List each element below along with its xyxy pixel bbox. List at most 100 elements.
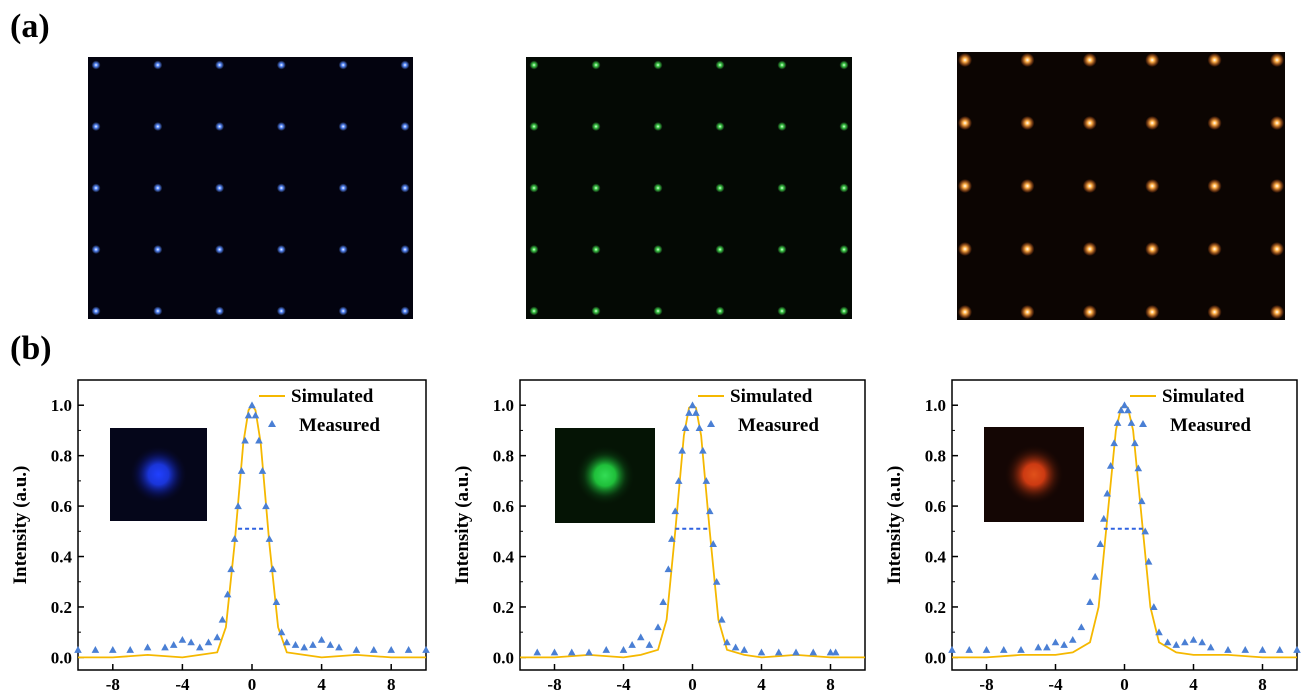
y-tick-label: 0.4 <box>925 548 947 567</box>
measured-point <box>1086 598 1094 605</box>
measured-point <box>262 502 270 510</box>
focal-spot <box>715 60 725 70</box>
focal-spot <box>91 122 101 131</box>
x-tick-label: 0 <box>688 675 697 690</box>
y-tick-label: 0.8 <box>51 447 72 466</box>
measured-point <box>161 643 169 651</box>
measured-point <box>1150 603 1158 610</box>
panel-b-label: (b) <box>10 330 52 367</box>
focal-spot <box>715 122 725 131</box>
focal-spot <box>1270 242 1284 256</box>
focal-spot <box>91 183 101 193</box>
inset-spot <box>129 445 188 504</box>
focal-spot <box>215 122 225 131</box>
focal-spot <box>153 306 163 316</box>
measured-point <box>826 648 835 656</box>
focal-spot <box>153 122 163 131</box>
measured-point <box>91 646 100 653</box>
spot-array-background <box>88 57 413 319</box>
measured-point <box>317 635 326 643</box>
legend: Simulated Measured <box>259 386 380 436</box>
measured-point <box>999 646 1008 653</box>
focal-spot <box>1207 242 1222 256</box>
focal-spot <box>400 245 410 254</box>
measured-point <box>387 646 395 653</box>
y-tick-label: 1.0 <box>51 396 72 415</box>
focal-spot <box>653 122 663 131</box>
focal-spot <box>1020 305 1035 319</box>
measured-point <box>1163 638 1172 646</box>
focal-spot <box>1270 305 1284 319</box>
focal-spot <box>529 183 539 193</box>
y-tick-label: 0.6 <box>51 497 72 516</box>
measured-point <box>169 640 178 648</box>
focal-spot <box>653 183 663 193</box>
focal-spot <box>1082 53 1097 67</box>
measured-point <box>178 635 187 643</box>
legend-simulated-label: Simulated <box>1162 386 1245 407</box>
measured-point <box>1131 439 1139 447</box>
focal-spot <box>1020 242 1035 256</box>
focal-spot <box>1082 305 1097 319</box>
y-tick-label: 1.0 <box>925 396 946 415</box>
measured-point <box>1206 643 1215 651</box>
focal-spot <box>338 183 348 193</box>
focal-spot <box>715 306 725 316</box>
spot-array-background <box>957 52 1285 320</box>
measured-point <box>1258 646 1267 653</box>
measured-point <box>695 424 704 431</box>
focal-spot <box>1270 179 1284 193</box>
focal-spot <box>1020 53 1035 67</box>
y-tick-label: 0.8 <box>493 447 514 466</box>
measured-point <box>664 565 673 573</box>
x-tick-label: 8 <box>826 675 835 690</box>
y-axis-label: Intensity (a.u.) <box>452 466 473 585</box>
y-tick-label: 1.0 <box>493 396 514 415</box>
focal-spot <box>1270 53 1284 67</box>
focal-spot <box>777 60 787 70</box>
focal-spot <box>400 60 410 70</box>
x-tick-label: -4 <box>616 675 631 690</box>
focal-spot <box>276 183 286 193</box>
measured-point <box>196 643 204 651</box>
measured-point <box>699 446 707 454</box>
legend-simulated-label: Simulated <box>291 386 374 407</box>
focal-spot <box>529 306 539 316</box>
focal-spot <box>215 183 225 193</box>
measured-point <box>659 598 667 605</box>
measured-point <box>709 540 717 547</box>
focal-spot <box>777 183 787 193</box>
y-tick-label: 0.2 <box>51 598 72 617</box>
measured-point <box>1134 464 1143 472</box>
measured-point <box>204 638 213 646</box>
legend: Simulated Measured <box>698 386 819 436</box>
focal-spot <box>338 60 348 70</box>
focal-spot <box>777 245 787 254</box>
focal-spot <box>1082 179 1097 193</box>
focal-spot <box>215 306 225 316</box>
measured-point <box>1103 489 1112 497</box>
x-tick-label: 8 <box>387 675 396 690</box>
legend-measured-label: Measured <box>299 415 380 436</box>
measured-point <box>1106 461 1115 469</box>
focal-spot <box>276 245 286 254</box>
measured-point <box>258 466 267 474</box>
measured-point <box>326 640 335 648</box>
spot-array-red <box>957 52 1285 320</box>
measured-point <box>1120 401 1129 409</box>
y-tick-label: 0.8 <box>925 447 946 466</box>
focal-spot <box>338 245 348 254</box>
focal-spot <box>958 53 972 67</box>
measured-point <box>1117 406 1125 414</box>
y-axis-label: Intensity (a.u.) <box>884 466 905 585</box>
measured-point <box>109 646 117 653</box>
measured-point <box>965 646 974 653</box>
legend-simulated-label: Simulated <box>730 386 813 407</box>
focal-spot <box>958 116 972 130</box>
focal-spot <box>215 245 225 254</box>
y-tick-label: 0.2 <box>925 598 946 617</box>
measured-point <box>1137 497 1146 505</box>
measured-point <box>126 646 134 653</box>
focal-spot <box>591 122 601 131</box>
